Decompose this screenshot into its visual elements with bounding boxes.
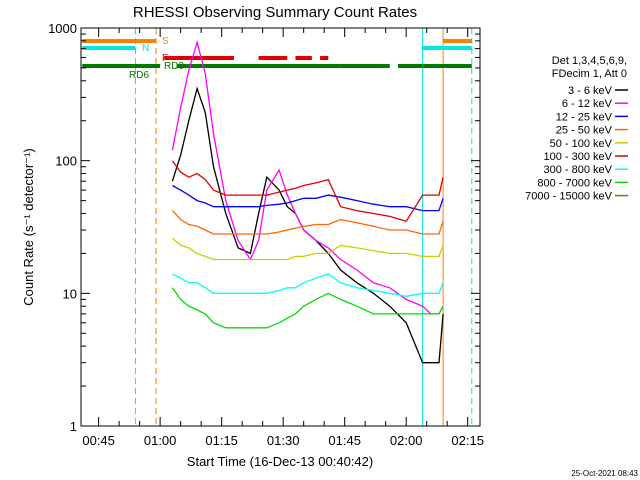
series-line-5 xyxy=(171,160,444,222)
legend-entry-label-7: 800 - 7000 keV xyxy=(537,177,612,189)
x-tick-label-0: 00:45 xyxy=(82,433,115,448)
flag-label-n: N xyxy=(142,43,149,54)
x-tick-label-5: 02:00 xyxy=(390,433,423,448)
x-axis-label: Start Time (16-Dec-13 00:40:42) xyxy=(187,454,373,469)
legend-entry-label-8: 7000 - 15000 keV xyxy=(525,191,613,203)
y-tick-label-2: 100 xyxy=(55,154,77,169)
series-line-0 xyxy=(171,86,444,364)
series-line-4 xyxy=(171,237,444,261)
x-tick-label-3: 01:30 xyxy=(267,433,300,448)
series-line-1 xyxy=(171,39,444,315)
legend-entry-label-3: 25 - 50 keV xyxy=(556,125,613,137)
flag-label-rd0: RD0 xyxy=(164,61,184,72)
y-tick-label-3: 1000 xyxy=(48,21,77,36)
legend-header-line-1: Det 1,3,4,5,6,9, xyxy=(552,55,627,67)
legend-entry-label-4: 50 - 100 keV xyxy=(550,138,613,150)
legend-entry-label-0: 3 - 6 keV xyxy=(568,85,613,97)
flag-label-f: F xyxy=(162,53,168,64)
y-axis-label: Count Rate (s⁻¹ detector⁻¹) xyxy=(21,148,36,306)
flag-label-s: S xyxy=(162,36,169,47)
x-tick-label-4: 01:45 xyxy=(328,433,361,448)
y-tick-label-1: 10 xyxy=(63,286,77,301)
y-tick-label-0: 1 xyxy=(70,419,77,434)
x-tick-label-2: 01:15 xyxy=(205,433,238,448)
axes: 1 10 100 1000 00:45 01:00 01:15 01:30 01:45 02:00… xyxy=(48,21,484,448)
series-line-6 xyxy=(172,273,444,297)
series-line-7 xyxy=(171,287,444,329)
legend-entry-label-6: 300 - 800 keV xyxy=(544,164,613,176)
legend-entry-label-2: 12 - 25 keV xyxy=(556,111,613,123)
x-tick-label-6: 02:15 xyxy=(451,433,484,448)
legend: Det 1,3,4,5,6,9, FDecim 1, Att 0 3 - 6 k… xyxy=(525,55,628,203)
series-line-3 xyxy=(171,210,444,235)
series-line-2 xyxy=(172,184,444,212)
x-tick-label-1: 01:00 xyxy=(144,433,177,448)
plot-frame xyxy=(80,27,481,427)
legend-header-line-2: FDecim 1, Att 0 xyxy=(552,68,627,80)
flag-label-rd6: RD6 xyxy=(129,70,149,81)
legend-entry-label-1: 6 - 12 keV xyxy=(562,98,613,110)
legend-entry-label-5: 100 - 300 keV xyxy=(544,151,613,163)
chart-title: RHESSI Observing Summary Count Rates xyxy=(133,4,417,21)
render-timestamp: 25-Oct-2021 08:43 xyxy=(571,469,638,478)
